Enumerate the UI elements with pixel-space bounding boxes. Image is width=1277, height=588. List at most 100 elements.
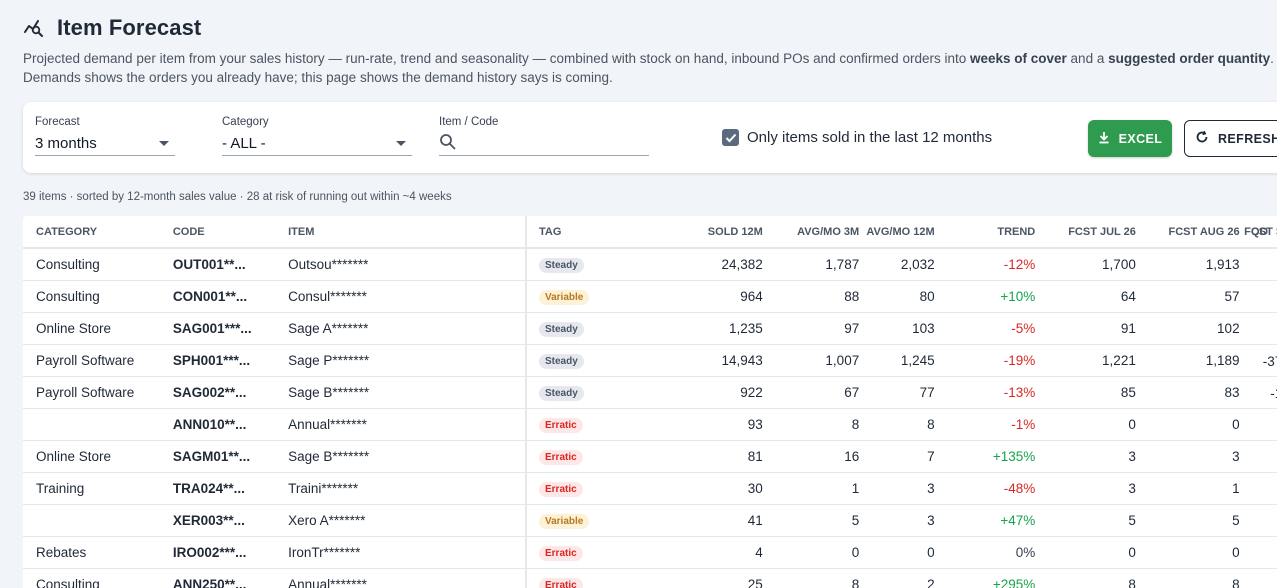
cell-fcst-1: 64 bbox=[1035, 280, 1136, 313]
cell-fcst-1: 0 bbox=[1035, 408, 1136, 441]
cell-sold-12m: 1,235 bbox=[618, 312, 763, 345]
cell-avg-3m: 1,787 bbox=[762, 248, 860, 281]
col-header-fcst-2[interactable]: FCST AUG 26 bbox=[1135, 216, 1240, 249]
cell-trend: +295% bbox=[934, 568, 1036, 588]
cell-item: IronTr******* bbox=[288, 536, 526, 569]
cell-avg-12m: 77 bbox=[859, 376, 935, 409]
col-header-tag[interactable]: TAG bbox=[524, 216, 619, 249]
filter-bar: Forecast 3 months Category - ALL - Item … bbox=[23, 102, 1277, 173]
cell-avg-3m: 8 bbox=[762, 408, 860, 441]
cell-tag: Erratic bbox=[524, 472, 619, 505]
table-row[interactable]: Consulting CON001**... Consul******* Variab… bbox=[23, 280, 1277, 313]
cell-fcst-3: 11 bbox=[1239, 408, 1277, 441]
cell-fcst-2: 5 bbox=[1135, 504, 1240, 537]
cell-category: Payroll Software bbox=[23, 344, 173, 377]
tag-badge: Steady bbox=[538, 353, 584, 369]
table-row[interactable]: Rebates IRO002***... IronTr******* Erratic 4… bbox=[23, 536, 1277, 569]
cell-avg-3m: 88 bbox=[762, 280, 860, 313]
cell-sold-12m: 14,943 bbox=[618, 344, 763, 377]
trend-chart-icon bbox=[23, 18, 45, 38]
table-row[interactable]: Payroll Software SPH001***... Sage P******… bbox=[23, 344, 1277, 377]
results-summary: 39 items · sorted by 12-month sales valu… bbox=[23, 191, 452, 203]
tag-badge: Erratic bbox=[538, 577, 583, 588]
cell-fcst-1: 3 bbox=[1035, 472, 1136, 505]
cell-fcst-1: 85 bbox=[1035, 376, 1136, 409]
table-row[interactable]: Consulting OUT001**... Outsou******* Steady… bbox=[23, 248, 1277, 281]
cell-item: Sage P******* bbox=[288, 344, 526, 377]
col-header-qoh[interactable]: QO bbox=[1251, 226, 1269, 238]
cell-avg-3m: 1,007 bbox=[762, 344, 860, 377]
col-header-avg-12m[interactable]: AVG/MO 12M bbox=[859, 216, 935, 249]
description-text: and a bbox=[1066, 51, 1109, 66]
cell-fcst-2: 1,189 bbox=[1135, 344, 1240, 377]
cell-category: Consulting bbox=[23, 280, 173, 313]
col-header-code[interactable]: CODE bbox=[172, 216, 289, 249]
cell-code: TRA024**... bbox=[172, 472, 289, 505]
cell-fcst-1: 1,221 bbox=[1035, 344, 1136, 377]
cell-item: Xero A******* bbox=[288, 504, 526, 537]
table-row[interactable]: Training TRA024**... Traini******* Erratic 3… bbox=[23, 472, 1277, 505]
cell-fcst-2: 102 bbox=[1135, 312, 1240, 345]
cell-fcst-2: 1,913 bbox=[1135, 248, 1240, 281]
col-header-trend[interactable]: TREND bbox=[934, 216, 1036, 249]
cell-tag: Variable bbox=[524, 504, 619, 537]
cell-tag: Erratic bbox=[524, 408, 619, 441]
download-icon bbox=[1098, 131, 1110, 147]
cell-code: IRO002***... bbox=[172, 536, 289, 569]
category-select[interactable]: Category - ALL - bbox=[222, 116, 412, 156]
cell-fcst-3: 1,935 bbox=[1239, 248, 1277, 281]
tag-badge: Steady bbox=[538, 257, 584, 273]
cell-avg-3m: 0 bbox=[762, 536, 860, 569]
cell-fcst-2: 3 bbox=[1135, 440, 1240, 473]
cell-sold-12m: 4 bbox=[618, 536, 763, 569]
forecast-select[interactable]: Forecast 3 months bbox=[35, 116, 175, 156]
only-sold-toggle[interactable]: Only items sold in the last 12 months bbox=[722, 129, 992, 146]
cell-category: Payroll Software bbox=[23, 376, 173, 409]
cell-item: Sage B******* bbox=[288, 440, 526, 473]
cell-avg-12m: 7 bbox=[859, 440, 935, 473]
description-emphasis: suggested order quantity bbox=[1108, 51, 1271, 66]
cell-fcst-3: 8 bbox=[1239, 568, 1277, 588]
cell-category: Training bbox=[23, 472, 173, 505]
cell-sold-12m: 41 bbox=[618, 504, 763, 537]
col-header-avg-3m[interactable]: AVG/MO 3M bbox=[762, 216, 860, 249]
excel-export-button[interactable]: EXCEL bbox=[1088, 120, 1172, 157]
table-header-row: CATEGORY CODE ITEM TAG SOLD 12M AVG/MO 3… bbox=[23, 216, 1277, 249]
cell-trend: -48% bbox=[934, 472, 1036, 505]
cell-fcst-3: 59 bbox=[1239, 280, 1277, 313]
cell-avg-3m: 16 bbox=[762, 440, 860, 473]
item-code-input[interactable] bbox=[465, 134, 649, 154]
table-row[interactable]: Payroll Software SAG002**... Sage B*******… bbox=[23, 376, 1277, 409]
refresh-icon bbox=[1195, 130, 1209, 147]
table-row[interactable]: Online Store SAG001***... Sage A******* Ste… bbox=[23, 312, 1277, 345]
excel-label: EXCEL bbox=[1118, 131, 1163, 146]
col-header-fcst-3[interactable]: FCST SEP 26 bbox=[1239, 216, 1277, 249]
cell-tag: Steady bbox=[524, 312, 619, 345]
table-row[interactable]: Online Store SAGM01**... Sage B******* Erra… bbox=[23, 440, 1277, 473]
forecast-table: CATEGORY CODE ITEM TAG SOLD 12M AVG/MO 3… bbox=[23, 216, 1277, 588]
col-header-fcst-1[interactable]: FCST JUL 26 bbox=[1035, 216, 1136, 249]
cell-fcst-3: 53 bbox=[1239, 376, 1277, 409]
cell-trend: -13% bbox=[934, 376, 1036, 409]
col-header-item[interactable]: ITEM bbox=[288, 216, 526, 249]
cell-fcst-1: 3 bbox=[1035, 440, 1136, 473]
cell-sold-12m: 93 bbox=[618, 408, 763, 441]
refresh-button[interactable]: REFRESH bbox=[1184, 120, 1277, 157]
table-row[interactable]: ANN010**... Annual******* Erratic 93 8 8 -1% 0 0… bbox=[23, 408, 1277, 441]
cell-avg-12m: 80 bbox=[859, 280, 935, 313]
cell-qoh: -37,27 bbox=[1262, 354, 1277, 369]
cell-tag: Variable bbox=[524, 280, 619, 313]
table-row[interactable]: XER003**... Xero A******* Variable 41 5 3 +47%… bbox=[23, 504, 1277, 537]
cell-fcst-1: 91 bbox=[1035, 312, 1136, 345]
col-header-sold-12m[interactable]: SOLD 12M bbox=[618, 216, 763, 249]
cell-code: SAG001***... bbox=[172, 312, 289, 345]
cell-qoh: -12 bbox=[1211, 442, 1277, 474]
description-emphasis: weeks of cover bbox=[969, 51, 1067, 66]
col-header-category[interactable]: CATEGORY bbox=[23, 216, 173, 249]
cell-fcst-2: 8 bbox=[1135, 568, 1240, 588]
table-row[interactable]: Consulting ANN250**... Annual******* Errati… bbox=[23, 568, 1277, 588]
tag-badge: Erratic bbox=[538, 417, 583, 433]
cell-fcst-3: 1,180 bbox=[1239, 344, 1277, 377]
cell-fcst-3: 3 bbox=[1239, 440, 1277, 473]
checkbox-checked-icon[interactable] bbox=[722, 129, 739, 146]
